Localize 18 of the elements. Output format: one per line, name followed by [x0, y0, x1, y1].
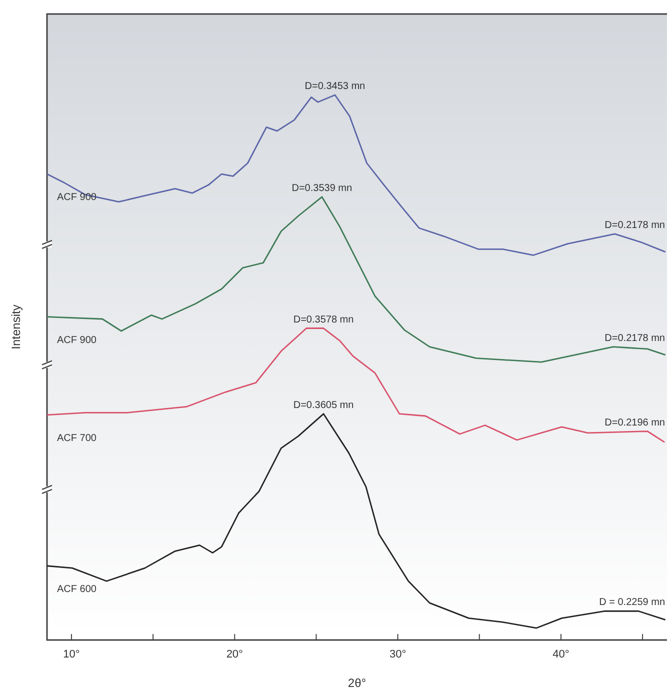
annotation: D=0.2196 mn: [604, 417, 665, 428]
x-tick-label: 40°: [552, 648, 570, 660]
y-axis-title: Intensity: [9, 304, 23, 350]
annotation: D = 0.2259 mn: [599, 597, 665, 608]
annotation: D=0.3605 mn: [293, 400, 354, 411]
annotation: D=0.3453 mn: [304, 81, 366, 92]
x-tick-label: 30°: [389, 648, 406, 660]
series-label: ACF 900: [57, 192, 97, 204]
x-tick-label: 10°: [63, 648, 80, 660]
series-label: ACF 600: [57, 584, 97, 595]
annotation: D=0.2178 mn: [604, 220, 665, 231]
series-label: ACF 700: [57, 432, 97, 444]
x-axis-title: 2θ°: [348, 676, 366, 690]
annotation: D=0.2178 mn: [604, 332, 665, 344]
x-tick-label: 20°: [226, 648, 243, 660]
annotation: D=0.3539 mn: [292, 182, 352, 194]
series-label: ACF 900: [57, 334, 97, 346]
annotation: D=0.3578 mn: [293, 314, 354, 326]
